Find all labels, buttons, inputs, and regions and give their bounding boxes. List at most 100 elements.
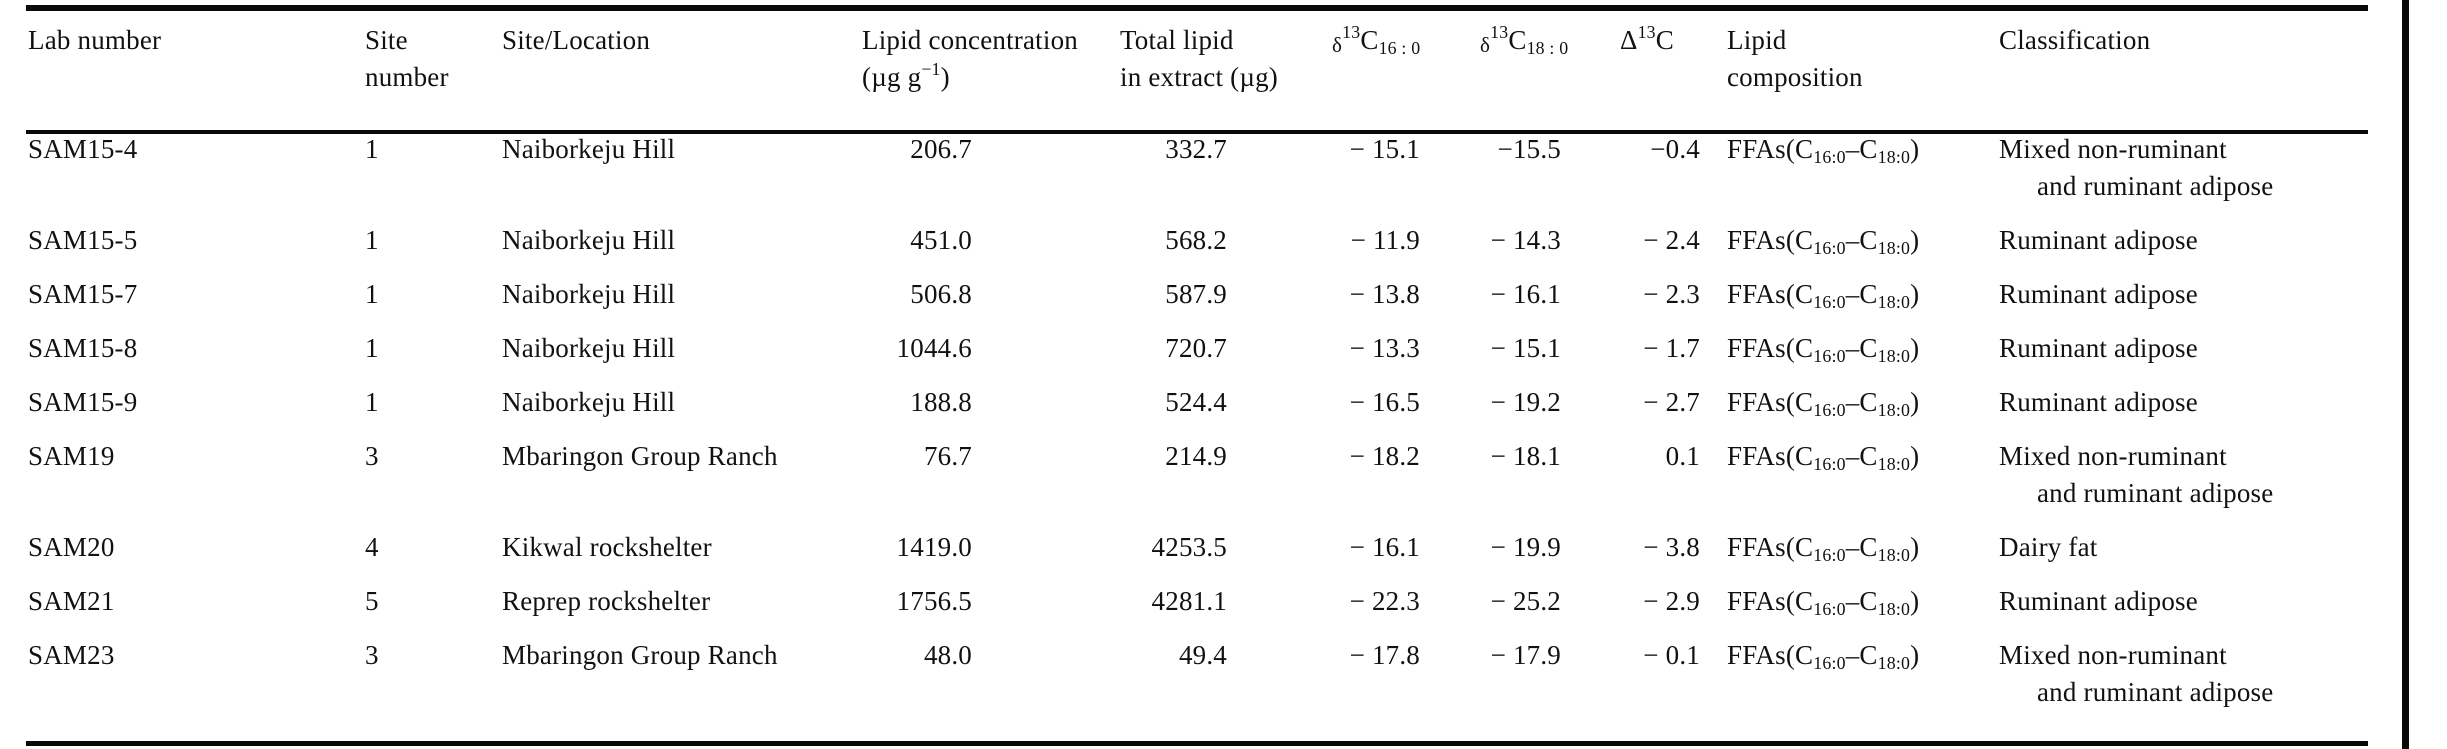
cell-d13c-16-0: − 17.8: [1349, 640, 1420, 670]
table-header: Lab number Site number Site/Location Lip…: [26, 22, 2368, 131]
cell-lipid-concentration: 188.8: [910, 387, 972, 417]
cell-site-location: Naiborkeju Hill: [502, 387, 676, 417]
cell-d13c-18-0: − 16.1: [1490, 279, 1561, 309]
cell-total-lipid: 587.9: [1165, 279, 1227, 309]
col-header-d13c-18-0: δ13C18 : 0: [1478, 22, 1618, 131]
ffas-sub-16-0: 16:0: [1813, 653, 1846, 673]
cell-lipid-concentration: 506.8: [910, 279, 972, 309]
cell-d13c-18-0: − 17.9: [1490, 640, 1561, 670]
ffas-sub-18-0: 18:0: [1877, 454, 1911, 474]
col-header-site-location: Site/Location: [502, 25, 651, 55]
carbon-symbol: C: [1655, 25, 1675, 55]
cell-site-location: Kikwal rockshelter: [502, 532, 712, 562]
classification-line1: Ruminant adipose: [1999, 279, 2198, 309]
cell-d13c-16-0: − 16.5: [1349, 387, 1420, 417]
cell-classification: Ruminant adipose: [1997, 330, 2368, 384]
classification-line2: and ruminant adipose: [2037, 171, 2274, 201]
header-conc-exponent: −1: [921, 59, 941, 79]
cell-d13c-18-0: − 15.1: [1490, 333, 1561, 363]
classification-line1: Mixed non-ruminant: [1999, 640, 2227, 670]
ffas-close: ): [1910, 134, 1920, 164]
col-header-total-lipid: Total lipid in extract (µg): [1118, 22, 1330, 131]
cell-d13c-18-0: − 25.2: [1490, 586, 1561, 616]
cell-site-location: Reprep rockshelter: [502, 586, 711, 616]
classification-line1: Ruminant adipose: [1999, 225, 2198, 255]
cell-classification: Mixed non-ruminant and ruminant adipose: [1997, 438, 2368, 529]
cell-total-lipid: 214.9: [1165, 441, 1227, 471]
cell-lab-number: SAM23: [28, 640, 115, 670]
cell-site-location: Mbaringon Group Ranch: [502, 640, 778, 670]
classification-line1: Ruminant adipose: [1999, 387, 2198, 417]
cell-site-number: 1: [365, 333, 379, 363]
ffas-text: FFAs(C: [1727, 640, 1814, 670]
header-site-line1: Site: [365, 25, 408, 55]
header-site-line2: number: [365, 62, 449, 92]
cell-lipid-concentration: 76.7: [923, 441, 972, 471]
delta-symbol: δ: [1332, 33, 1343, 57]
classification-line1: Ruminant adipose: [1999, 586, 2198, 616]
table-row: SAM15-4 1 Naiborkeju Hill 206.7 332.7 − …: [26, 131, 2368, 222]
cell-delta-13c: −0.4: [1650, 134, 1700, 164]
header-total-line2: in extract (µg): [1120, 62, 1278, 92]
header-conc-line1: Lipid concentration: [862, 25, 1078, 55]
cell-lab-number: SAM21: [28, 586, 115, 616]
cell-delta-13c: 0.1: [1665, 441, 1700, 471]
cell-d13c-16-0: − 13.3: [1349, 333, 1420, 363]
ffas-close: ): [1910, 225, 1920, 255]
ffas-sub-16-0: 16:0: [1813, 292, 1846, 312]
classification-line2: and ruminant adipose: [2037, 677, 2274, 707]
ffas-dash: –C: [1845, 225, 1878, 255]
ffas-dash: –C: [1845, 532, 1878, 562]
cell-classification: Ruminant adipose: [1997, 384, 2368, 438]
cell-total-lipid: 4281.1: [1151, 586, 1227, 616]
cell-site-location: Naiborkeju Hill: [502, 134, 676, 164]
cell-lipid-concentration: 206.7: [910, 134, 972, 164]
ffas-text: FFAs(C: [1727, 134, 1814, 164]
cell-total-lipid: 524.4: [1165, 387, 1227, 417]
ffas-sub-18-0: 18:0: [1877, 400, 1911, 420]
cell-lipid-composition: FFAs(C16:0–C18:0): [1725, 529, 1997, 583]
carbon-symbol: C: [1360, 25, 1379, 55]
ffas-sub-18-0: 18:0: [1877, 653, 1911, 673]
cell-site-number: 3: [365, 441, 379, 471]
ffas-sub-18-0: 18:0: [1877, 545, 1911, 565]
table-row: SAM21 5 Reprep rockshelter 1756.5 4281.1…: [26, 583, 2368, 637]
chain-16-0-sub: 16 : 0: [1378, 38, 1421, 58]
ffas-dash: –C: [1845, 586, 1878, 616]
cell-classification: Ruminant adipose: [1997, 583, 2368, 637]
cell-lipid-composition: FFAs(C16:0–C18:0): [1725, 637, 1997, 728]
cell-d13c-16-0: − 11.9: [1350, 225, 1420, 255]
table-row: SAM15-9 1 Naiborkeju Hill 188.8 524.4 − …: [26, 384, 2368, 438]
ffas-text: FFAs(C: [1727, 586, 1814, 616]
cell-lipid-composition: FFAs(C16:0–C18:0): [1725, 131, 1997, 222]
cell-delta-13c: − 2.9: [1643, 586, 1700, 616]
cell-delta-13c: − 2.7: [1643, 387, 1700, 417]
cell-d13c-16-0: − 22.3: [1349, 586, 1420, 616]
cell-lipid-composition: FFAs(C16:0–C18:0): [1725, 276, 1997, 330]
header-row: Lab number Site number Site/Location Lip…: [26, 22, 2368, 131]
ffas-sub-18-0: 18:0: [1877, 599, 1911, 619]
cell-lipid-concentration: 1756.5: [896, 586, 972, 616]
col-header-classification: Classification: [1999, 25, 2151, 55]
cell-delta-13c: − 2.3: [1643, 279, 1700, 309]
header-conc-unit-open: (µg g: [862, 62, 922, 92]
cell-delta-13c: − 3.8: [1643, 532, 1700, 562]
cell-classification: Ruminant adipose: [1997, 276, 2368, 330]
ffas-text: FFAs(C: [1727, 532, 1814, 562]
cell-delta-13c: − 2.4: [1643, 225, 1700, 255]
ffas-sub-18-0: 18:0: [1877, 147, 1911, 167]
ffas-dash: –C: [1845, 387, 1878, 417]
table-row: SAM20 4 Kikwal rockshelter 1419.0 4253.5…: [26, 529, 2368, 583]
ffas-text: FFAs(C: [1727, 225, 1814, 255]
delta-symbol: δ: [1480, 33, 1491, 57]
table-row: SAM15-8 1 Naiborkeju Hill 1044.6 720.7 −…: [26, 330, 2368, 384]
ffas-close: ): [1910, 586, 1920, 616]
cell-lab-number: SAM15-5: [28, 225, 138, 255]
cell-delta-13c: − 1.7: [1643, 333, 1700, 363]
header-comp-line2: composition: [1727, 62, 1863, 92]
capital-delta-symbol: Δ: [1620, 25, 1638, 55]
cell-lab-number: SAM15-4: [28, 134, 138, 164]
ffas-close: ): [1910, 279, 1920, 309]
header-conc-line2: (µg g−1): [862, 59, 1118, 96]
cell-classification: Dairy fat: [1997, 529, 2368, 583]
